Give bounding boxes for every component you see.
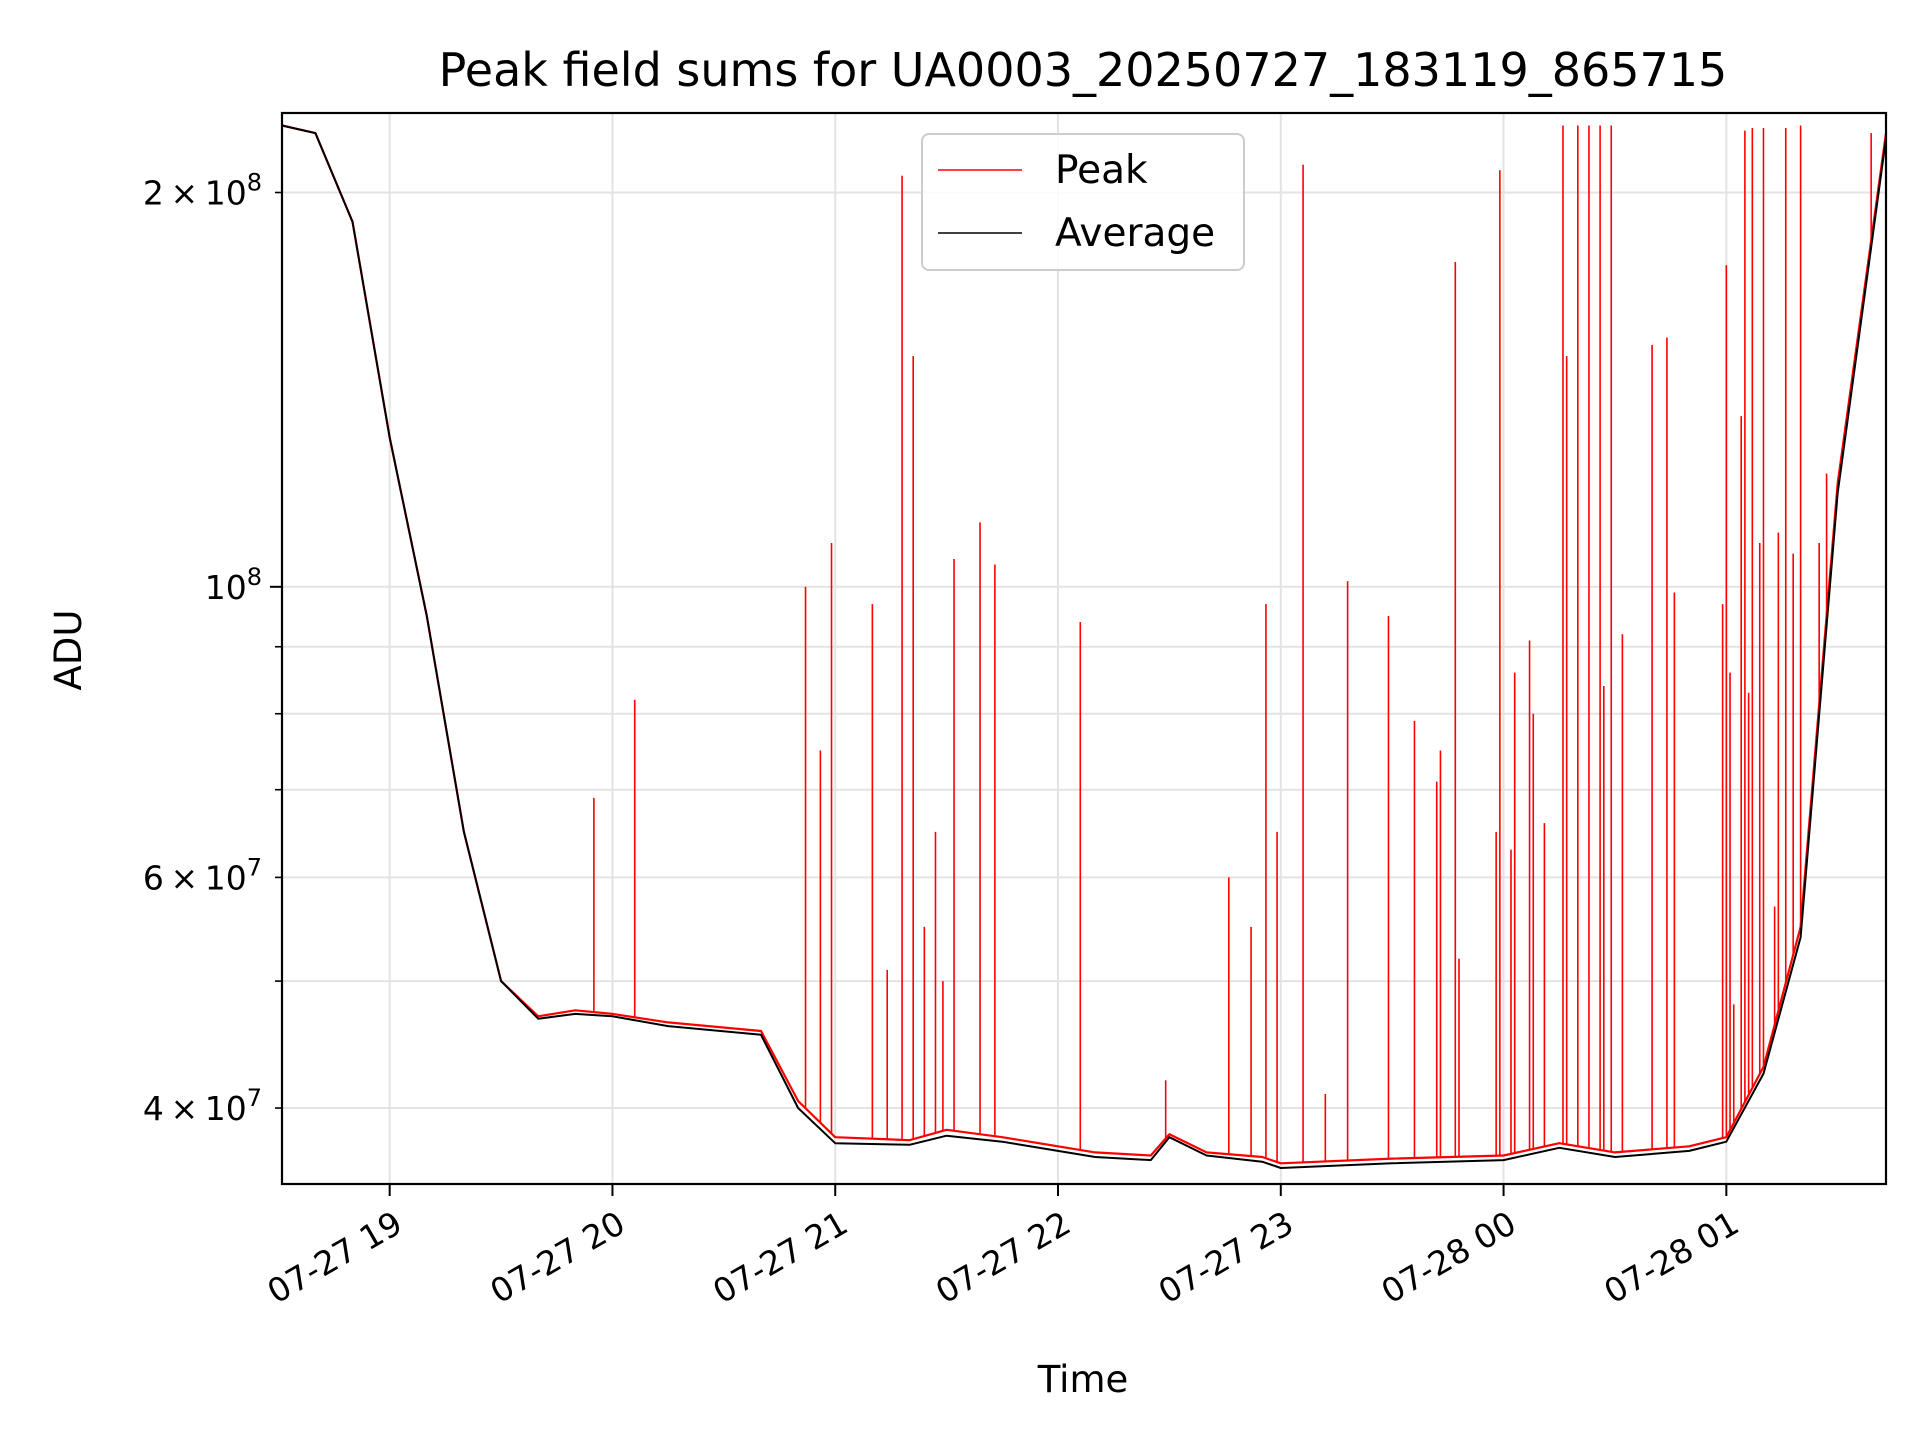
y-tick-label: 6 × 107: [143, 853, 262, 897]
plot-series: [281, 124, 1888, 1169]
y-tick-label: 4 × 107: [143, 1084, 262, 1128]
legend: Peak Average: [921, 133, 1245, 271]
plot-frame: [280, 111, 1888, 1186]
y-axis-label: ADU: [47, 610, 90, 691]
legend-box: [921, 133, 1245, 271]
legend-average-label: Average: [1055, 211, 1215, 256]
x-axis-label: Time: [1037, 1358, 1129, 1401]
y-tick-label: 2 × 108: [143, 169, 262, 213]
chart-title: Peak field sums for UA0003_20250727_1831…: [439, 43, 1728, 97]
average-series-line: [281, 124, 1887, 1169]
legend-peak-label: Peak: [1055, 148, 1148, 193]
